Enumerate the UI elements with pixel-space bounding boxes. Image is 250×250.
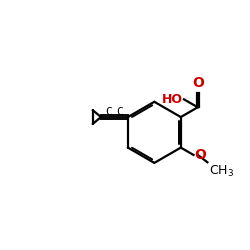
Text: C: C — [116, 107, 123, 117]
Text: C: C — [106, 107, 112, 117]
Text: CH$_3$: CH$_3$ — [209, 164, 234, 179]
Text: HO: HO — [162, 93, 183, 106]
Text: O: O — [195, 148, 206, 162]
Text: O: O — [192, 76, 204, 90]
